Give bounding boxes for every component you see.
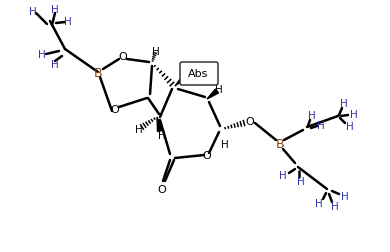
Text: H: H: [186, 67, 194, 77]
Text: B: B: [276, 138, 284, 151]
Text: O: O: [111, 105, 119, 115]
Text: O: O: [119, 52, 128, 62]
Polygon shape: [157, 117, 163, 132]
Text: O: O: [203, 150, 211, 160]
Text: H: H: [340, 99, 348, 109]
Text: H: H: [308, 111, 316, 120]
Text: H: H: [221, 139, 229, 149]
Text: H: H: [152, 47, 160, 57]
Text: H: H: [29, 7, 37, 17]
Text: Abs: Abs: [188, 69, 208, 79]
Text: O: O: [158, 184, 167, 194]
Text: O: O: [246, 116, 254, 127]
FancyBboxPatch shape: [180, 63, 218, 86]
Text: H: H: [346, 121, 354, 132]
Polygon shape: [207, 90, 218, 100]
Text: H: H: [135, 124, 143, 135]
Text: H: H: [51, 5, 59, 15]
Text: B: B: [94, 66, 102, 79]
Text: H: H: [317, 120, 325, 131]
Text: H: H: [350, 110, 358, 119]
Text: H: H: [158, 131, 166, 140]
Text: H: H: [315, 198, 323, 208]
Polygon shape: [175, 73, 189, 87]
Text: H: H: [64, 17, 72, 27]
Text: H: H: [215, 85, 223, 94]
Text: H: H: [51, 60, 59, 70]
Text: H: H: [297, 176, 305, 186]
Text: H: H: [341, 191, 349, 201]
Text: H: H: [279, 170, 287, 180]
Text: H: H: [331, 201, 339, 211]
Text: H: H: [38, 50, 46, 60]
